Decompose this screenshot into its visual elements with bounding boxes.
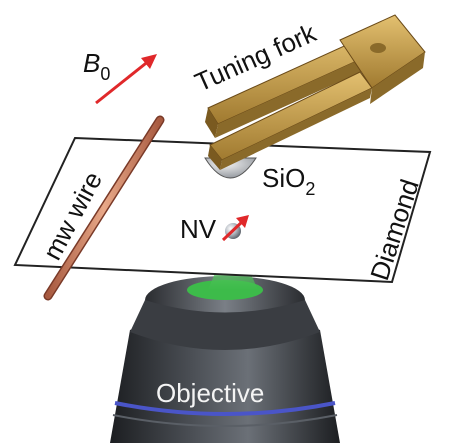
red-arrow-icon xyxy=(95,54,157,105)
diamond-plate xyxy=(13,136,432,284)
sio2-label: SiO2 xyxy=(262,163,315,199)
nv-label: NV xyxy=(180,214,217,244)
b0-label: B0 xyxy=(83,48,110,84)
mw-wire xyxy=(43,115,165,301)
spin-arrow-icon xyxy=(221,215,249,242)
objective-label: Objective xyxy=(156,378,264,408)
nv-center xyxy=(221,215,249,242)
objective-blue-ring xyxy=(114,401,336,416)
objective-lens xyxy=(110,276,340,443)
tuning-fork xyxy=(205,14,426,170)
